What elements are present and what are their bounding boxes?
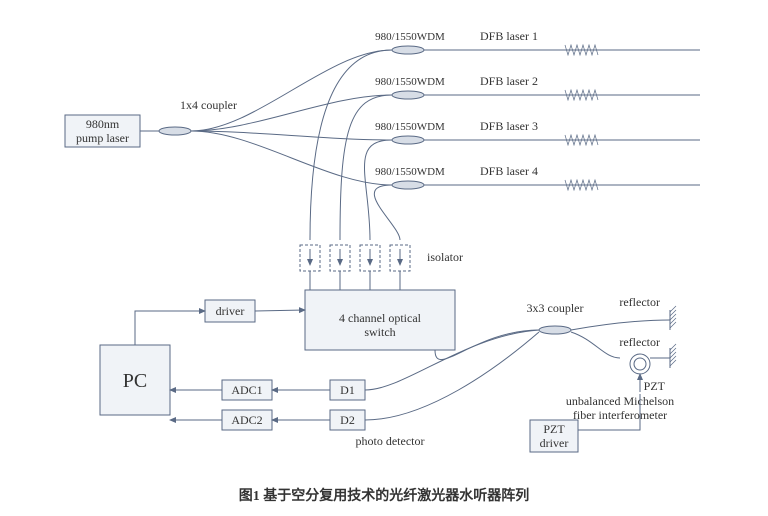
coupler-3x3: [539, 326, 571, 334]
wdm-label-2: 980/1550WDM: [375, 76, 445, 88]
wdm-label-4: 980/1550WDM: [375, 166, 445, 178]
ubm-l2: fiber interferometer: [573, 408, 667, 422]
ubm-l1: unbalanced Michelson: [566, 394, 674, 408]
dfb-label-1: DFB laser 1: [480, 29, 538, 43]
wdm-label-1: 980/1550WDM: [375, 31, 445, 43]
coupler-1x4: [159, 127, 191, 135]
pztdrv-l1: PZT: [543, 422, 565, 436]
wdm-4: [392, 181, 424, 189]
dfb-label-3: DFB laser 3: [480, 119, 538, 133]
isolator-label: isolator: [427, 250, 463, 264]
coupler14-label: 1x4 coupler: [180, 98, 237, 112]
pztdrv-l2: driver: [540, 436, 569, 450]
wdm-3: [392, 136, 424, 144]
driver-label: driver: [216, 304, 245, 318]
wdm-label-3: 980/1550WDM: [375, 121, 445, 133]
dfb-label-2: DFB laser 2: [480, 74, 538, 88]
reflector2-label: reflector: [619, 335, 660, 349]
photodet-label: photo detector: [356, 434, 425, 448]
dfb-label-4: DFB laser 4: [480, 164, 538, 178]
pump-label2: pump laser: [76, 131, 129, 145]
coupler33-label: 3x3 coupler: [527, 301, 584, 315]
figure-caption: 图1 基于空分复用技术的光纤激光器水听器阵列: [239, 487, 530, 504]
adc1-label: ADC1: [231, 383, 262, 397]
pzt-label: PZT: [644, 379, 666, 393]
fiber-coil: [630, 354, 650, 374]
adc2-label: ADC2: [231, 413, 262, 427]
reflector1-label: reflector: [619, 295, 660, 309]
switch-label2: switch: [364, 325, 395, 339]
wdm-2: [392, 91, 424, 99]
pc-label: PC: [123, 370, 147, 392]
wdm-1: [392, 46, 424, 54]
pump-label1: 980nm: [86, 117, 120, 131]
switch-label1: 4 channel optical: [339, 311, 422, 325]
d1-label: D1: [340, 383, 355, 397]
d2-label: D2: [340, 413, 355, 427]
